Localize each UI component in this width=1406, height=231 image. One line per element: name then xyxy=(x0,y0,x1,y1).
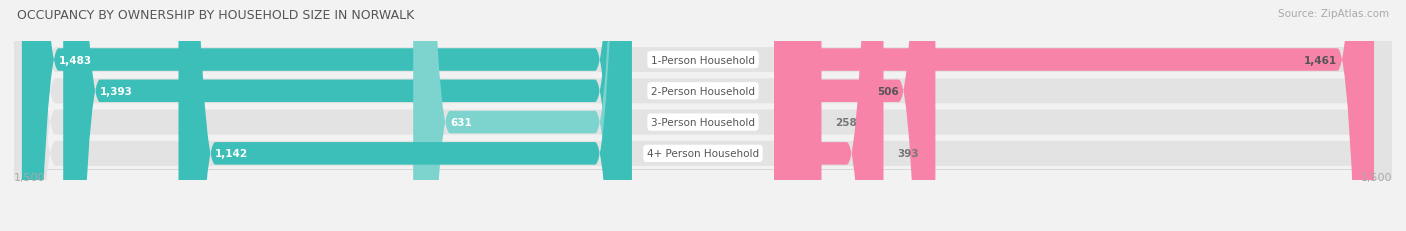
Text: 2-Person Household: 2-Person Household xyxy=(651,86,755,96)
FancyBboxPatch shape xyxy=(775,0,1374,231)
Text: 258: 258 xyxy=(835,118,858,128)
FancyBboxPatch shape xyxy=(775,0,821,231)
FancyBboxPatch shape xyxy=(179,0,631,231)
FancyBboxPatch shape xyxy=(14,0,1392,231)
FancyBboxPatch shape xyxy=(14,0,1392,231)
Text: 1,500: 1,500 xyxy=(1361,172,1392,182)
Text: 1,500: 1,500 xyxy=(14,172,45,182)
FancyBboxPatch shape xyxy=(63,0,631,231)
Text: 506: 506 xyxy=(877,86,898,96)
Text: 4+ Person Household: 4+ Person Household xyxy=(647,149,759,159)
Text: 3-Person Household: 3-Person Household xyxy=(651,118,755,128)
FancyBboxPatch shape xyxy=(775,0,883,231)
Text: 631: 631 xyxy=(450,118,471,128)
FancyBboxPatch shape xyxy=(22,0,631,231)
Text: 1,393: 1,393 xyxy=(100,86,132,96)
FancyBboxPatch shape xyxy=(775,0,935,231)
FancyBboxPatch shape xyxy=(413,0,631,231)
FancyBboxPatch shape xyxy=(14,0,1392,231)
Text: 393: 393 xyxy=(897,149,920,159)
Text: Source: ZipAtlas.com: Source: ZipAtlas.com xyxy=(1278,9,1389,19)
Text: OCCUPANCY BY OWNERSHIP BY HOUSEHOLD SIZE IN NORWALK: OCCUPANCY BY OWNERSHIP BY HOUSEHOLD SIZE… xyxy=(17,9,415,22)
Text: 1,483: 1,483 xyxy=(59,55,91,65)
FancyBboxPatch shape xyxy=(14,0,1392,231)
Text: 1,142: 1,142 xyxy=(215,149,249,159)
Text: 1-Person Household: 1-Person Household xyxy=(651,55,755,65)
Text: 1,461: 1,461 xyxy=(1305,55,1337,65)
